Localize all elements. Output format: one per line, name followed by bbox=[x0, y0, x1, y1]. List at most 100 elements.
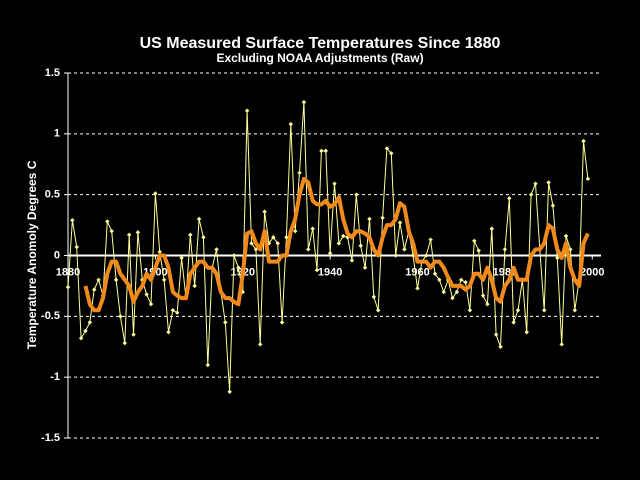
data-point bbox=[428, 237, 433, 242]
data-point bbox=[236, 265, 241, 270]
data-point bbox=[201, 235, 206, 240]
data-point bbox=[485, 301, 490, 307]
data-point bbox=[153, 191, 158, 196]
data-point bbox=[432, 271, 438, 276]
data-point bbox=[362, 265, 368, 270]
x-tick-label: 1940 bbox=[318, 266, 342, 278]
data-point bbox=[341, 233, 346, 239]
x-tick-label: 1960 bbox=[405, 266, 429, 278]
data-point bbox=[454, 289, 460, 295]
data-point bbox=[480, 293, 486, 298]
data-point bbox=[507, 196, 512, 201]
data-point bbox=[223, 320, 228, 325]
data-point bbox=[253, 247, 259, 252]
data-point bbox=[192, 283, 197, 289]
data-point bbox=[122, 340, 127, 346]
data-point bbox=[179, 255, 184, 261]
y-tick-label: -0.5 bbox=[41, 310, 60, 322]
data-point bbox=[515, 308, 521, 313]
data-point bbox=[563, 233, 569, 239]
y-tick-label: 1.5 bbox=[45, 67, 60, 79]
data-point bbox=[118, 314, 123, 319]
data-point bbox=[83, 328, 88, 334]
data-point bbox=[380, 215, 385, 220]
data-point bbox=[489, 226, 494, 231]
data-point bbox=[214, 247, 219, 252]
y-axis-label: Temperature Anomoly Degrees C bbox=[25, 160, 39, 349]
data-point bbox=[393, 253, 398, 258]
y-tick-label: 1 bbox=[54, 128, 60, 140]
data-point bbox=[196, 216, 202, 222]
data-point bbox=[332, 181, 337, 186]
data-point bbox=[555, 255, 560, 261]
data-point bbox=[502, 247, 508, 252]
x-tick-label: 1880 bbox=[56, 266, 80, 278]
data-point bbox=[249, 241, 254, 246]
x-tick-label: 2000 bbox=[580, 266, 604, 278]
data-point bbox=[354, 192, 359, 197]
chart-title: US Measured Surface Temperatures Since 1… bbox=[140, 35, 501, 52]
data-point bbox=[292, 228, 298, 234]
data-point bbox=[70, 218, 75, 223]
data-point bbox=[371, 294, 377, 300]
data-point bbox=[463, 280, 468, 285]
data-point bbox=[271, 235, 276, 240]
data-point bbox=[157, 249, 162, 255]
data-point bbox=[572, 308, 577, 313]
data-point bbox=[467, 308, 473, 313]
y-tick-label: -1 bbox=[50, 371, 60, 383]
data-point bbox=[581, 138, 586, 144]
data-point bbox=[568, 247, 573, 252]
data-point bbox=[559, 342, 564, 347]
data-point bbox=[148, 301, 154, 307]
data-point bbox=[74, 244, 79, 250]
data-point bbox=[384, 146, 390, 151]
data-point bbox=[275, 241, 280, 246]
data-point bbox=[327, 250, 333, 256]
data-point bbox=[205, 362, 211, 368]
data-point bbox=[358, 243, 363, 248]
data-point bbox=[105, 219, 110, 224]
data-point bbox=[227, 389, 232, 394]
data-point bbox=[288, 121, 294, 127]
data-point bbox=[161, 277, 167, 283]
data-point bbox=[424, 253, 429, 258]
average-line bbox=[83, 176, 590, 313]
data-point bbox=[113, 277, 119, 283]
data-point bbox=[231, 253, 237, 258]
data-point bbox=[135, 230, 141, 235]
data-point bbox=[306, 247, 311, 252]
data-point bbox=[78, 336, 84, 341]
data-point bbox=[498, 344, 503, 349]
data-point bbox=[397, 220, 403, 225]
data-point bbox=[170, 308, 176, 313]
data-point bbox=[188, 232, 193, 238]
y-tick-label: -1.5 bbox=[41, 432, 60, 444]
data-point bbox=[166, 329, 171, 335]
data-point bbox=[493, 332, 499, 337]
data-point bbox=[244, 108, 250, 113]
data-point bbox=[131, 332, 136, 337]
data-point bbox=[472, 238, 477, 244]
y-tick-label: 0 bbox=[54, 249, 60, 261]
data-point bbox=[297, 170, 302, 175]
data-point bbox=[279, 320, 285, 325]
data-point bbox=[542, 308, 547, 313]
data-point bbox=[585, 176, 591, 182]
data-point bbox=[550, 203, 556, 208]
data-point bbox=[389, 151, 394, 156]
data-point bbox=[476, 248, 481, 253]
data-point bbox=[458, 277, 464, 283]
data-point bbox=[258, 342, 263, 347]
y-tick-label: 0.5 bbox=[45, 189, 60, 201]
data-point bbox=[511, 320, 516, 325]
data-point bbox=[144, 292, 149, 297]
data-point bbox=[441, 289, 446, 295]
data-point bbox=[109, 228, 114, 234]
data-point bbox=[524, 329, 529, 335]
data-point bbox=[415, 286, 420, 291]
data-point bbox=[375, 308, 381, 313]
data-point bbox=[323, 148, 328, 154]
